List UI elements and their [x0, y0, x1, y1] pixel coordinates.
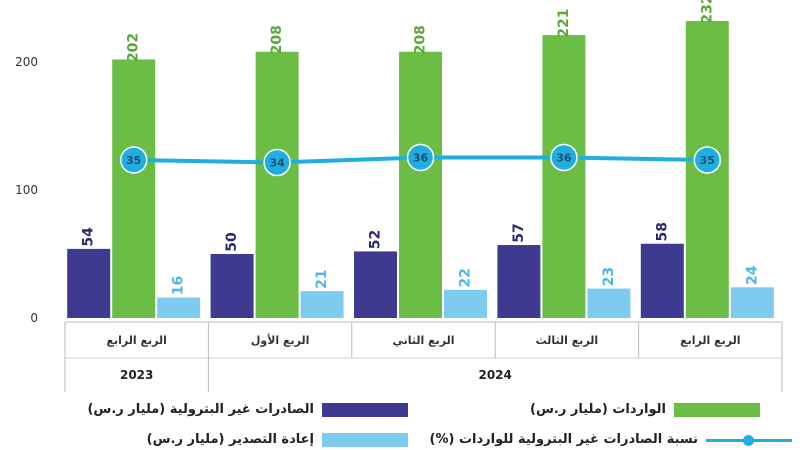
legend-item-reexports: إعادة التصدير (مليار ر.س) — [147, 432, 408, 447]
bar — [67, 248, 111, 318]
bar — [542, 35, 586, 319]
y-tick-label: 0 — [30, 311, 38, 325]
y-tick-label: 200 — [15, 55, 38, 69]
legend-label-reexports: إعادة التصدير (مليار ر.س) — [146, 432, 314, 447]
data-label: 52 — [368, 230, 384, 249]
bar — [300, 291, 344, 318]
data-label: 208 — [269, 25, 285, 54]
ratio-marker — [693, 146, 722, 174]
legend-swatch-imports — [674, 402, 760, 417]
legend-label-exports: الصادرات غير البترولية (مليار ر.س) — [87, 402, 314, 417]
ratio-marker-label: 36 — [413, 152, 429, 165]
data-label: 221 — [556, 9, 572, 38]
category-label: الربع الثالث — [536, 334, 599, 347]
ratio-marker-label: 36 — [556, 152, 572, 165]
y-tick-label: 100 — [15, 183, 38, 197]
bar — [112, 59, 156, 318]
data-label: 54 — [81, 227, 97, 247]
bar — [640, 243, 684, 318]
legend-label-imports: الواردات (مليار ر.س) — [530, 402, 666, 417]
data-label: 208 — [413, 25, 429, 54]
bar — [444, 289, 487, 318]
bar — [354, 251, 397, 318]
bar — [587, 288, 631, 318]
data-label: 202 — [126, 33, 142, 62]
bar — [730, 287, 774, 318]
data-label: 21 — [314, 269, 330, 288]
data-label: 232 — [699, 0, 715, 24]
ratio-marker-label: 34 — [269, 157, 285, 170]
data-label: 57 — [511, 223, 527, 242]
bar — [255, 51, 299, 318]
legend-swatch-ratio — [706, 433, 792, 447]
bar — [157, 297, 201, 318]
legend: الصادرات غير البترولية (مليار ر.س) الوار… — [0, 392, 800, 450]
legend-item-imports: الواردات (مليار ر.س) — [530, 402, 760, 417]
data-label: 16 — [171, 276, 187, 295]
ratio-marker-label: 35 — [126, 154, 141, 167]
ratio-marker-label: 35 — [700, 154, 715, 167]
chart: 0 100 200 54 50 52 57 58 202 208 208 221 232 16 21 22 23… — [15, 0, 783, 392]
ratio-marker — [406, 143, 435, 172]
legend-swatch-reexports — [322, 432, 408, 447]
category-label: الربع الرابع — [107, 334, 167, 347]
ratio-marker — [550, 143, 578, 172]
data-label: 58 — [654, 222, 670, 241]
legend-swatch-exports — [322, 402, 408, 417]
bar — [399, 51, 442, 318]
legend-item-exports: الصادرات غير البترولية (مليار ر.س) — [87, 402, 408, 417]
bar — [210, 254, 254, 318]
data-label: 50 — [224, 232, 240, 252]
legend-label-ratio: نسبة الصادرات غير البترولية للواردات (%) — [429, 432, 698, 447]
data-label: 23 — [601, 267, 617, 286]
data-label: 22 — [458, 268, 474, 287]
ratio-marker — [119, 146, 148, 174]
ratio-marker — [263, 148, 291, 177]
data-label: 24 — [744, 265, 760, 285]
year-label: 2023 — [120, 368, 153, 382]
category-label: الربع الرابع — [680, 334, 740, 347]
category-label: الربع الثاني — [393, 334, 455, 347]
category-label: الربع الأول — [251, 333, 310, 347]
year-label: 2024 — [478, 368, 511, 382]
legend-item-ratio: نسبة الصادرات غير البترولية للواردات (%) — [430, 432, 792, 447]
bar — [497, 245, 541, 318]
